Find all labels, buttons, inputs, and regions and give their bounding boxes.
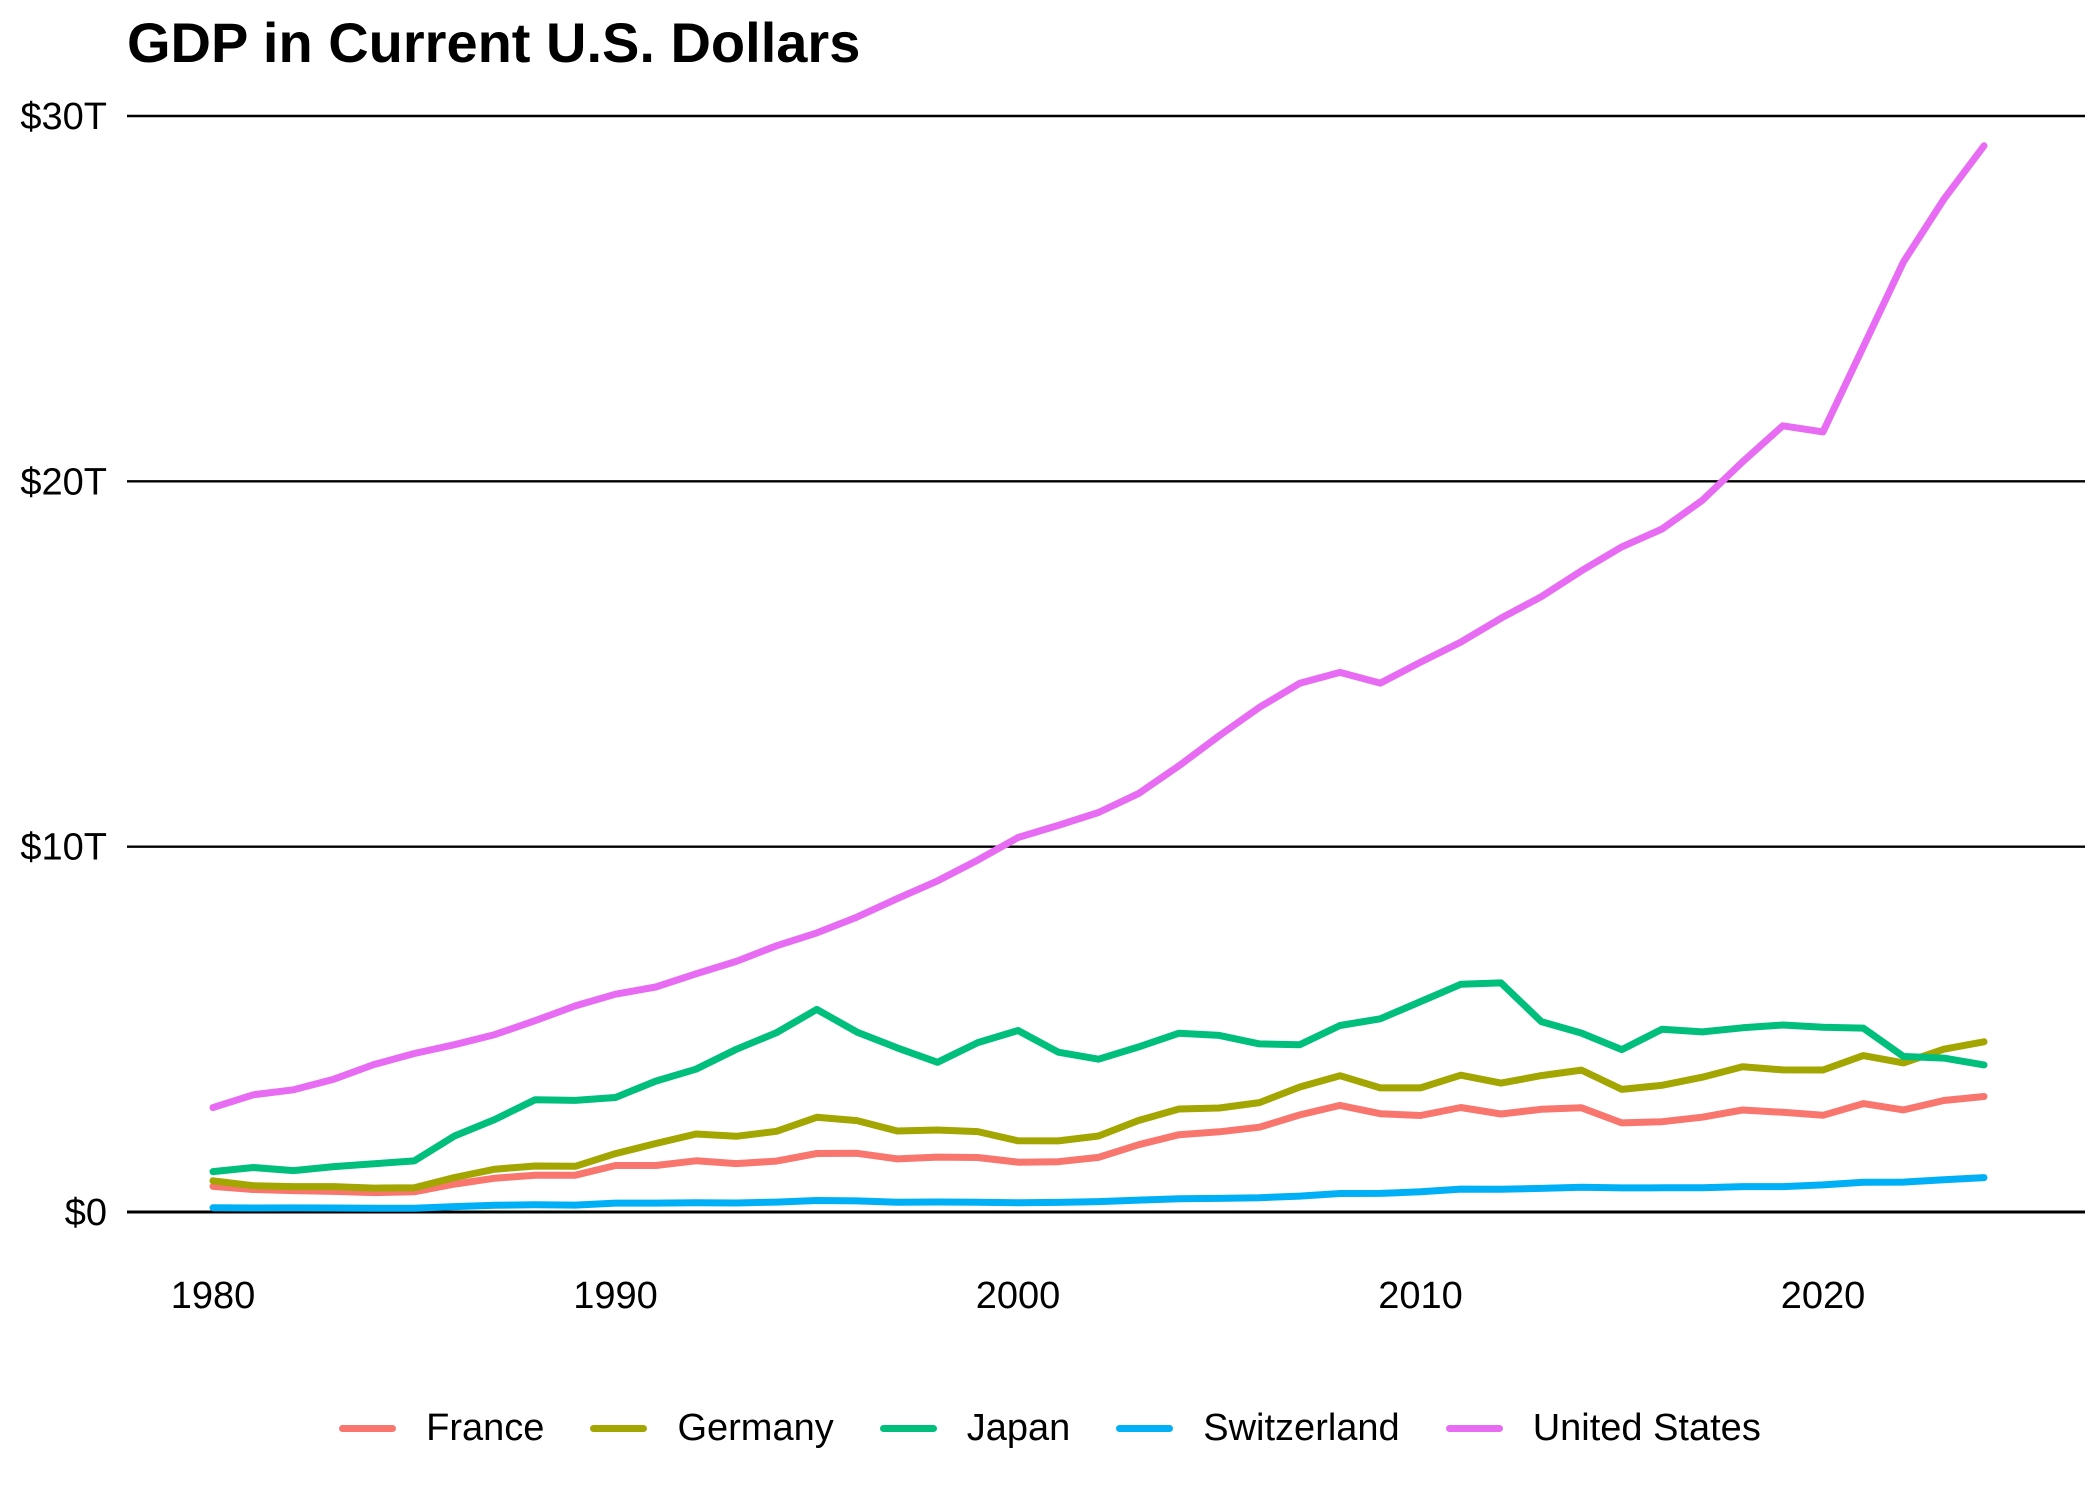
- series-line-japan: [209, 979, 1988, 1176]
- series-line-switzerland: [209, 1174, 1988, 1212]
- chart-legend: France Germany Japan Switzerland United Stat…: [0, 1396, 2100, 1460]
- legend-swatch-icon: [339, 1424, 397, 1432]
- series-line-germany: [209, 1038, 1988, 1192]
- series-line-united-states: [209, 142, 1988, 1112]
- legend-label: Switzerland: [1203, 1407, 1400, 1449]
- legend-label: Japan: [966, 1407, 1071, 1449]
- legend-swatch-icon: [590, 1424, 648, 1432]
- legend-label: United States: [1532, 1407, 1761, 1449]
- y-tick-label: $0: [65, 1192, 107, 1234]
- legend-item-switzerland: Switzerland: [1116, 1407, 1400, 1449]
- chart-title: GDP in Current U.S. Dollars: [127, 11, 861, 74]
- x-tick-label: 1980: [171, 1275, 256, 1317]
- x-tick-label: 1990: [573, 1275, 658, 1317]
- y-tick-label: $30T: [20, 96, 107, 138]
- y-tick-label: $20T: [20, 461, 107, 503]
- legend-item-france: France: [339, 1409, 544, 1447]
- y-tick-label: $10T: [20, 827, 107, 869]
- legend-label: Germany: [677, 1407, 834, 1449]
- x-tick-label: 2020: [1781, 1275, 1866, 1317]
- x-tick-label: 2000: [976, 1275, 1061, 1317]
- x-tick-label: 2010: [1378, 1275, 1463, 1317]
- legend-label: France: [426, 1407, 545, 1449]
- legend-swatch-icon: [1445, 1424, 1503, 1432]
- legend-item-germany: Germany: [590, 1407, 834, 1449]
- legend-swatch-icon: [1116, 1424, 1174, 1432]
- legend-item-united-states: United States: [1445, 1407, 1761, 1449]
- legend-swatch-icon: [879, 1424, 937, 1432]
- series-line-france: [209, 1093, 1988, 1197]
- legend-item-japan: Japan: [879, 1407, 1071, 1449]
